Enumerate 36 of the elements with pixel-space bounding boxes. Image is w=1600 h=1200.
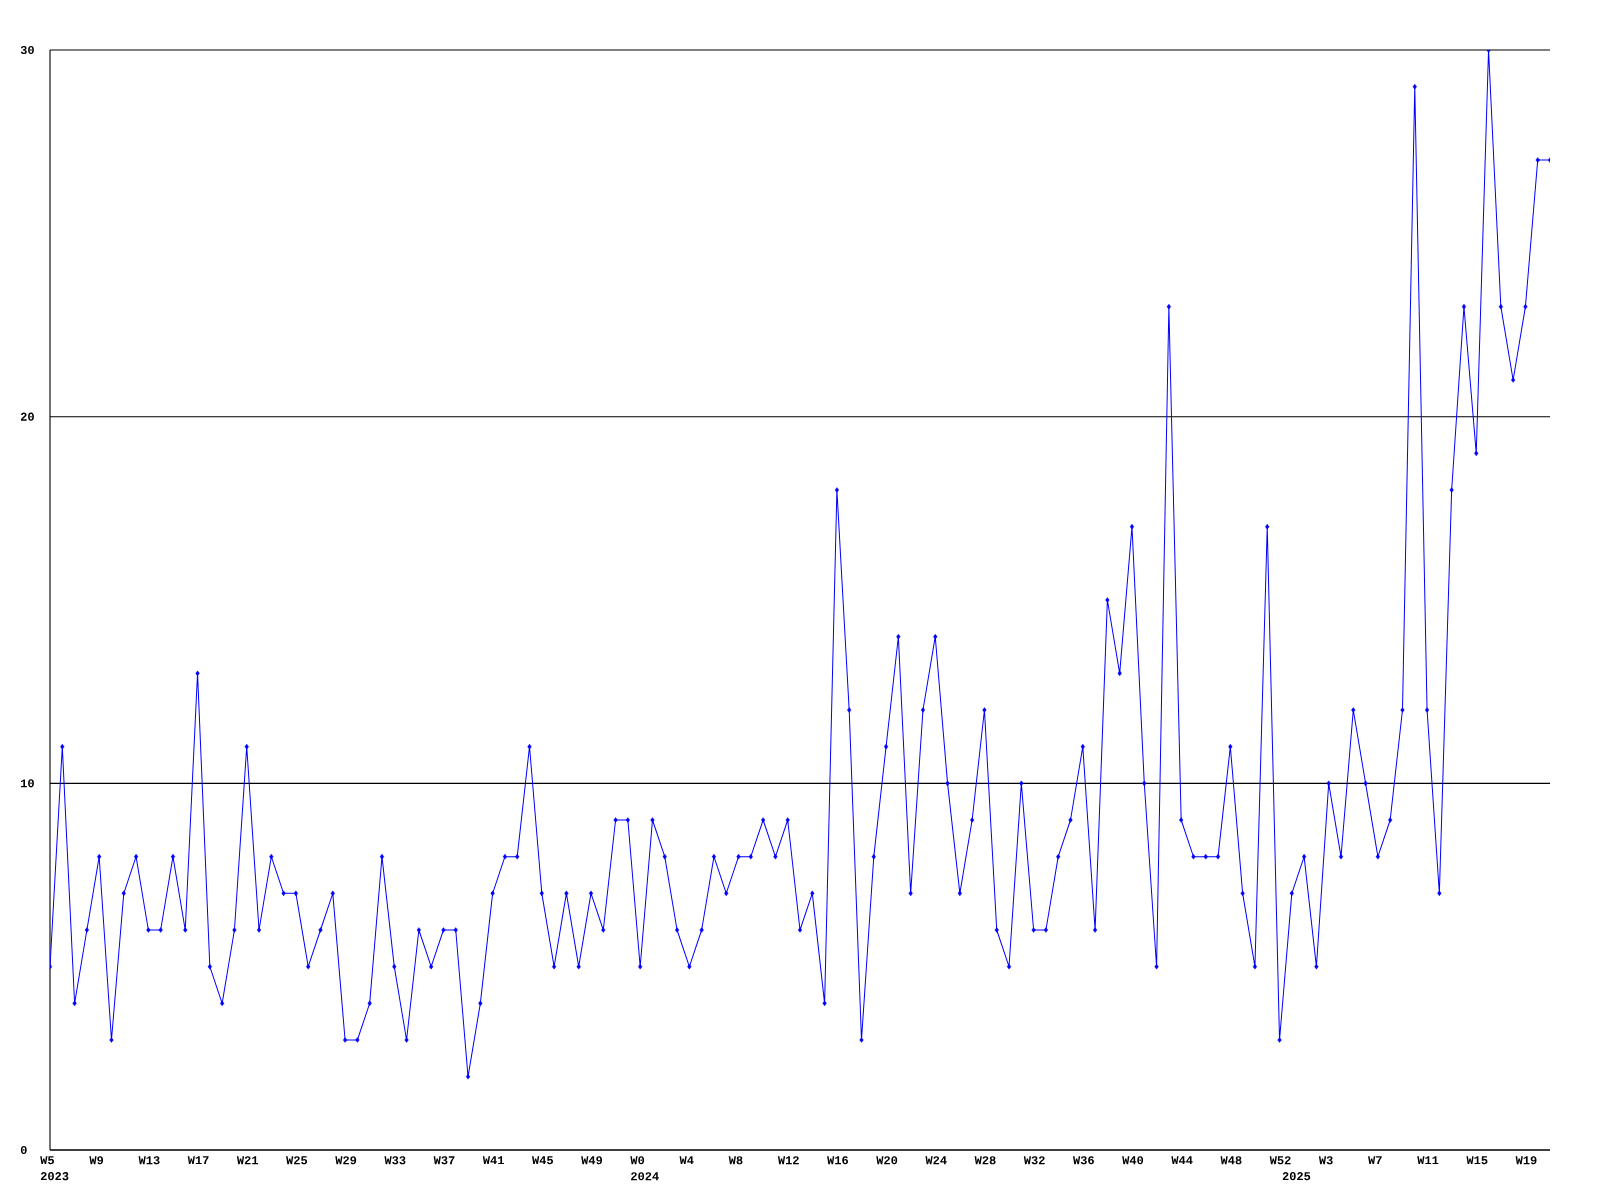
x-tick-label: W16 (827, 1156, 849, 1165)
x-tick-label: W32 (1023, 1156, 1045, 1165)
x-tick-label: W5 2023 (40, 1156, 69, 1181)
x-tick-label: W11 (1417, 1156, 1439, 1165)
x-tick-label: W0 2024 (630, 1156, 659, 1181)
x-tick-label: W4 (679, 1156, 694, 1165)
x-tick-label: W52 (1269, 1156, 1291, 1165)
x-tick-label: W17 (187, 1156, 209, 1165)
x-tick-label: W19 (1515, 1156, 1537, 1165)
x-tick-label: W20 (876, 1156, 898, 1165)
x-tick-label: W36 (1073, 1156, 1094, 1165)
x-tick-label: W9 (89, 1156, 104, 1165)
x-tick-label: W40 (1122, 1156, 1144, 1165)
x-tick-label: W25 (286, 1156, 308, 1165)
x-tick-label: W21 (236, 1156, 259, 1165)
x-tick-label: W49 (581, 1156, 603, 1165)
y-tick-label: 20 (20, 412, 34, 421)
x-tick-label: W29 (335, 1156, 357, 1165)
y-tick-label: 10 (21, 779, 34, 788)
x-tick-label: W33 (384, 1156, 406, 1165)
x-tick-label: W28 (974, 1156, 996, 1165)
x-tick-label: W12 (777, 1156, 799, 1165)
x-tick-label: W37 (433, 1156, 455, 1165)
x-tick-label: W41 (482, 1156, 504, 1165)
x-tick-label: W44 (1171, 1156, 1193, 1165)
x-tick-label: W15 (1466, 1156, 1488, 1165)
x-tick-label: 2025 (1282, 1172, 1311, 1181)
x-tick-label: W8 (728, 1156, 743, 1165)
x-tick-label: W45 (532, 1156, 553, 1165)
x-tick-label: W3 (1318, 1156, 1333, 1165)
x-tick-label: W48 (1220, 1156, 1242, 1165)
x-tick-label: W7 (1368, 1156, 1382, 1165)
x-tick-label: W24 (925, 1156, 947, 1165)
y-tick-label: 0 (20, 1145, 27, 1155)
x-tick-label: W13 (138, 1156, 160, 1165)
y-tick-label: 30 (20, 45, 34, 55)
